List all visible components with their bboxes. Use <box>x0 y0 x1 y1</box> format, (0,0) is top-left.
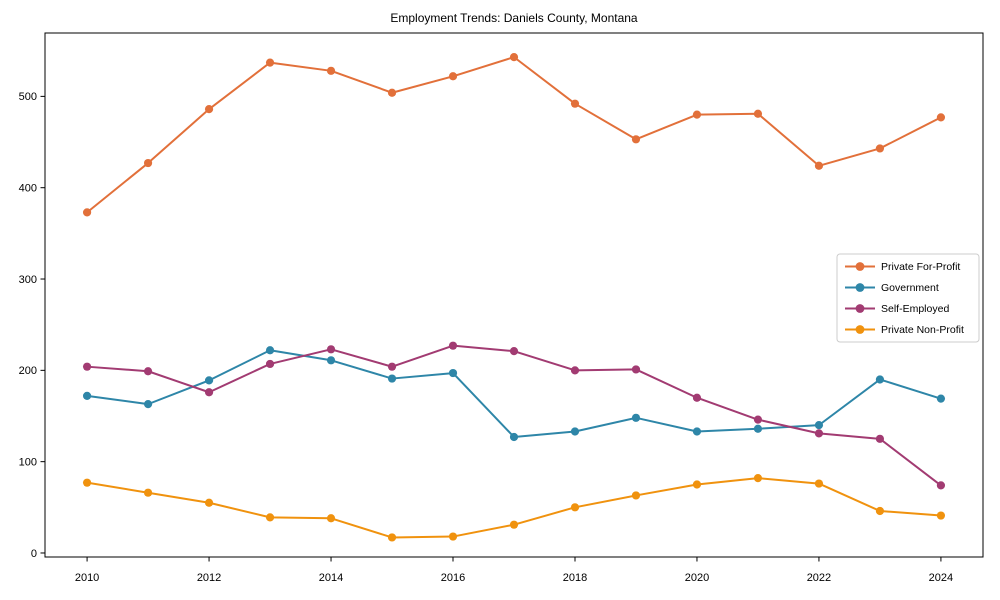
data-point-private-non-profit <box>875 506 885 516</box>
data-point-private-non-profit <box>448 532 458 541</box>
data-point-government <box>448 368 458 378</box>
data-point-private-non-profit <box>82 478 92 487</box>
legend-box <box>836 253 980 343</box>
data-point-private-non-profit <box>631 491 641 500</box>
legend-label: Private Non-Profit <box>881 324 964 336</box>
data-point-self-employed <box>753 415 763 424</box>
x-tick-label: 2018 <box>563 572 587 584</box>
y-tick-label: 200 <box>19 365 37 377</box>
x-tick-label: 2022 <box>807 572 831 584</box>
data-point-government <box>265 346 275 355</box>
series-line-government <box>86 349 942 439</box>
data-point-self-employed <box>265 359 275 369</box>
chart-title: Employment Trends: Daniels County, Monta… <box>390 11 638 25</box>
data-point-government <box>814 421 824 430</box>
data-point-private-non-profit <box>509 520 519 529</box>
data-point-private-for-profit <box>326 66 336 75</box>
data-point-private-for-profit <box>875 144 885 153</box>
data-point-self-employed <box>875 434 885 443</box>
data-point-government <box>753 424 763 433</box>
data-point-private-for-profit <box>204 105 214 114</box>
data-point-government <box>509 432 519 442</box>
data-point-private-non-profit <box>570 503 580 512</box>
legend-marker <box>855 262 865 271</box>
data-point-self-employed <box>631 365 641 374</box>
data-point-private-non-profit <box>936 511 946 520</box>
data-point-private-for-profit <box>387 88 397 97</box>
data-point-private-non-profit <box>387 533 397 542</box>
axes-frame <box>44 32 984 558</box>
legend-marker <box>855 325 865 334</box>
data-point-private-for-profit <box>143 158 153 168</box>
data-point-government <box>692 427 702 436</box>
data-point-private-for-profit <box>448 72 458 81</box>
x-tick-label: 2024 <box>929 572 953 584</box>
data-point-private-non-profit <box>143 488 153 497</box>
data-point-self-employed <box>143 367 153 376</box>
data-point-private-for-profit <box>570 99 580 108</box>
legend-label: Self-Employed <box>881 303 949 315</box>
data-point-self-employed <box>814 429 824 438</box>
data-point-private-for-profit <box>692 110 702 119</box>
x-tick-label: 2012 <box>197 572 221 584</box>
x-tick-label: 2020 <box>685 572 709 584</box>
y-tick-label: 500 <box>19 91 37 103</box>
legend-label: Government <box>881 282 939 294</box>
data-point-government <box>387 374 397 383</box>
data-point-private-for-profit <box>82 208 92 217</box>
plot-area: 2010 2012 2014 2016 2018 2020 2022 2024 0 100 200 3… <box>19 32 984 584</box>
data-point-private-for-profit <box>936 113 946 122</box>
x-tick-label: 2010 <box>75 572 99 584</box>
data-point-government <box>143 400 153 409</box>
data-point-self-employed <box>936 481 946 490</box>
data-point-private-non-profit <box>265 513 275 522</box>
data-point-private-non-profit <box>204 498 214 507</box>
y-tick-label: 100 <box>19 456 37 468</box>
data-point-self-employed <box>387 362 397 371</box>
data-point-self-employed <box>82 362 92 371</box>
y-tick-label: 300 <box>19 274 37 286</box>
data-point-private-non-profit <box>326 514 336 523</box>
x-tick-label: 2014 <box>319 572 343 584</box>
legend-label: Private For-Profit <box>881 261 960 273</box>
y-tick-label: 400 <box>19 182 37 194</box>
legend-marker <box>855 304 865 313</box>
data-point-private-for-profit <box>814 161 824 170</box>
data-point-private-for-profit <box>265 58 275 67</box>
x-tick-label: 2016 <box>441 572 465 584</box>
data-point-private-for-profit <box>509 53 519 62</box>
data-point-government <box>936 394 946 403</box>
data-point-self-employed <box>570 366 580 375</box>
data-point-self-employed <box>326 345 336 354</box>
data-point-self-employed <box>692 393 702 402</box>
series-line-self-employed <box>86 344 942 487</box>
legend-marker <box>855 283 865 292</box>
data-point-government <box>631 413 641 422</box>
data-point-government <box>82 391 92 401</box>
data-point-government <box>326 356 336 365</box>
data-point-private-non-profit <box>692 480 702 489</box>
data-point-self-employed <box>448 341 458 350</box>
data-point-government <box>570 427 580 436</box>
data-point-government <box>875 375 885 384</box>
data-point-private-for-profit <box>631 135 641 144</box>
data-point-government <box>204 376 214 385</box>
data-point-private-for-profit <box>753 109 763 118</box>
series-line-private-for-profit <box>86 56 942 214</box>
data-point-self-employed <box>204 388 214 397</box>
data-point-private-non-profit <box>814 479 824 488</box>
data-point-private-non-profit <box>753 473 763 483</box>
data-point-self-employed <box>509 347 519 356</box>
y-tick-label: 0 <box>31 548 37 560</box>
